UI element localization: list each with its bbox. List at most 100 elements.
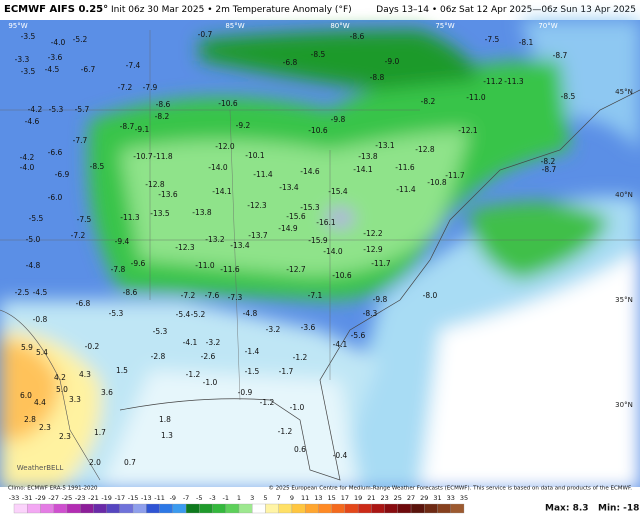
map-value: 3.6	[101, 388, 113, 397]
map-value: -6.0	[48, 193, 63, 202]
map-value: -14.6	[300, 167, 320, 176]
lat-label: 30°N	[615, 401, 633, 409]
map-value: -5.6	[351, 331, 366, 340]
colorbar-swatch	[159, 503, 173, 514]
map-value: -3.6	[48, 53, 63, 62]
map-value: -14.0	[208, 163, 228, 172]
colorbar-tick: 7	[277, 494, 281, 502]
map-value: -5.5	[29, 214, 44, 223]
colorbar-swatch	[252, 503, 266, 514]
map-value: -11.8	[153, 152, 173, 161]
map-value: -12.7	[286, 265, 306, 274]
valid-time: Days 13–14 • 06z Sat 12 Apr 2025—06z Sun…	[376, 5, 636, 15]
map-value: -10.1	[245, 151, 265, 160]
lat-label: 45°N	[615, 88, 633, 96]
map-value: -12.0	[215, 142, 235, 151]
map-value: -11.4	[396, 185, 416, 194]
map-value: -15.4	[328, 187, 348, 196]
title: ECMWF AIFS 0.25°	[4, 4, 109, 15]
map-value: 6.0	[20, 391, 32, 400]
colorbar-swatch	[410, 503, 425, 514]
map-value: -10.6	[332, 271, 352, 280]
map-value: 4.3	[79, 370, 91, 379]
map-value: -6.9	[55, 170, 70, 179]
colorbar-tick: 25	[394, 494, 402, 502]
colorbar-tick: 27	[407, 494, 415, 502]
colorbar-tick: -31	[22, 494, 33, 502]
colorbar-swatch	[344, 503, 359, 514]
map-value: -9.1	[135, 125, 150, 134]
map-value: -3.2	[266, 325, 281, 334]
colorbar-tick: 13	[314, 494, 322, 502]
map-value: -13.8	[358, 152, 378, 161]
colorbar-swatch	[132, 503, 147, 514]
map-value: -13.1	[375, 141, 395, 150]
map-value: -11.4	[253, 170, 273, 179]
map-value: -4.2	[20, 153, 35, 162]
map-value: -1.4	[245, 347, 260, 356]
map-value: -1.0	[290, 403, 305, 412]
colorbar-swatch	[450, 503, 465, 514]
map-value: -9.6	[131, 259, 146, 268]
colorbar-swatch	[397, 503, 412, 514]
map-value: -5.2	[73, 35, 88, 44]
map-value: -4.1	[333, 340, 348, 349]
map-value: -5.3	[153, 327, 168, 336]
map-value: -13.4	[279, 183, 299, 192]
map-value: 4.2	[54, 373, 66, 382]
colorbar-swatch	[185, 503, 200, 514]
subtitle: Init 06z 30 Mar 2025 • 2m Temperature An…	[111, 5, 352, 15]
map-value: -10.6	[308, 126, 328, 135]
map-value: -11.6	[395, 163, 415, 172]
map-value: -6.6	[48, 148, 63, 157]
map-value: 0.7	[124, 458, 136, 467]
map-value: -8.8	[370, 73, 385, 82]
map-value: -13.6	[158, 190, 178, 199]
colorbar-swatch	[199, 503, 213, 514]
colorbar-swatch	[318, 503, 332, 514]
map-value: -12.2	[363, 229, 383, 238]
map-value: -1.0	[203, 378, 218, 387]
map-value: -7.8	[111, 265, 126, 274]
map-value: -8.0	[423, 291, 438, 300]
colorbar-swatch	[384, 503, 398, 514]
colorbar-tick: -3	[209, 494, 215, 502]
map-value: -7.4	[126, 61, 141, 70]
map-value: -9.8	[331, 115, 346, 124]
min: Min: -18.6	[598, 504, 640, 514]
map-value: -6.8	[76, 299, 91, 308]
map-value: -8.7	[553, 51, 568, 60]
map-value: 2.3	[39, 423, 51, 432]
map-value: -10.8	[427, 178, 447, 187]
colorbar-tick: 31	[433, 494, 441, 502]
colorbar-tick: 15	[328, 494, 336, 502]
map-value: 1.7	[94, 428, 106, 437]
colorbar-tick: -1	[223, 494, 229, 502]
lon-label: 70°W	[538, 22, 557, 30]
colorbar-swatch	[172, 503, 187, 514]
map-value: 1.8	[159, 415, 171, 424]
colorbar-tick: -17	[115, 494, 126, 502]
map-value: -14.0	[323, 247, 343, 256]
map-value: 5.0	[56, 385, 68, 394]
map-value: -1.2	[278, 427, 293, 436]
colorbar-tick: 1	[237, 494, 241, 502]
colorbar-swatch	[331, 503, 346, 514]
map-value: -12.1	[458, 126, 478, 135]
colorbar-tick: 3	[250, 494, 254, 502]
map-value: -8.2	[421, 97, 436, 106]
map-value: -13.4	[230, 241, 250, 250]
colorbar-swatch	[119, 503, 134, 514]
map-value: -7.2	[118, 83, 133, 92]
map-value: -1.2	[293, 353, 308, 362]
map-value: -12.8	[415, 145, 435, 154]
colorbar-tick: 23	[380, 494, 388, 502]
map-value: -2.6	[201, 352, 216, 361]
map-value: -9.2	[236, 121, 251, 130]
colorbar-swatch	[238, 503, 253, 514]
map-value: 5.4	[36, 348, 48, 357]
map-value: -12.9	[363, 245, 383, 254]
colorbar-swatch	[146, 503, 160, 514]
map-value: 2.8	[24, 415, 36, 424]
